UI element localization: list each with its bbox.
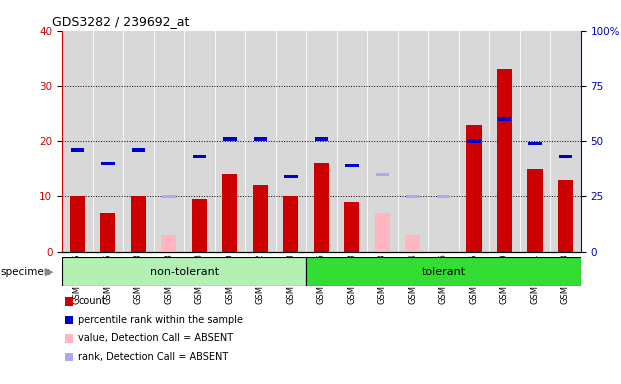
- Bar: [466, 124, 481, 252]
- Bar: [337, 31, 367, 252]
- Text: count: count: [78, 296, 106, 306]
- Bar: [397, 31, 428, 252]
- Bar: [344, 246, 360, 252]
- Bar: [459, 31, 489, 252]
- Bar: [71, 148, 84, 152]
- Text: rank, Detection Call = ABSENT: rank, Detection Call = ABSENT: [78, 352, 229, 362]
- Bar: [520, 31, 550, 252]
- Text: tolerant: tolerant: [421, 266, 465, 277]
- Bar: [406, 235, 420, 252]
- Bar: [374, 213, 390, 252]
- Bar: [283, 196, 299, 252]
- Bar: [559, 155, 572, 158]
- Bar: [162, 195, 176, 198]
- Text: GDS3282 / 239692_at: GDS3282 / 239692_at: [52, 15, 189, 28]
- Bar: [193, 155, 206, 158]
- Bar: [315, 137, 328, 141]
- Bar: [376, 172, 389, 176]
- Bar: [123, 31, 153, 252]
- Bar: [62, 31, 93, 252]
- Bar: [367, 31, 397, 252]
- Bar: [306, 31, 337, 252]
- Bar: [276, 31, 306, 252]
- Bar: [497, 118, 511, 121]
- Bar: [345, 164, 358, 167]
- Bar: [131, 196, 146, 252]
- Bar: [153, 31, 184, 252]
- Bar: [528, 142, 542, 145]
- Bar: [253, 137, 267, 141]
- Bar: [222, 174, 237, 252]
- Bar: [306, 257, 581, 286]
- Bar: [93, 31, 123, 252]
- Bar: [132, 148, 145, 152]
- Bar: [406, 195, 420, 198]
- Bar: [215, 31, 245, 252]
- Bar: [527, 169, 543, 252]
- Text: specimen: specimen: [1, 267, 51, 277]
- Bar: [314, 163, 329, 252]
- Bar: [253, 185, 268, 252]
- Bar: [70, 196, 85, 252]
- Bar: [101, 162, 114, 165]
- Bar: [62, 257, 306, 286]
- Bar: [184, 31, 215, 252]
- Text: ▶: ▶: [45, 267, 53, 277]
- Text: value, Detection Call = ABSENT: value, Detection Call = ABSENT: [78, 333, 233, 343]
- Bar: [497, 70, 512, 252]
- Bar: [245, 31, 276, 252]
- Bar: [284, 175, 297, 178]
- Bar: [100, 213, 116, 252]
- Bar: [161, 235, 176, 252]
- Text: non-tolerant: non-tolerant: [150, 266, 219, 277]
- Bar: [550, 31, 581, 252]
- Bar: [437, 195, 450, 198]
- Bar: [344, 202, 360, 252]
- Bar: [558, 180, 573, 252]
- Bar: [467, 139, 481, 143]
- Bar: [223, 137, 237, 141]
- Text: percentile rank within the sample: percentile rank within the sample: [78, 315, 243, 325]
- Bar: [428, 31, 459, 252]
- Bar: [192, 199, 207, 252]
- Bar: [489, 31, 520, 252]
